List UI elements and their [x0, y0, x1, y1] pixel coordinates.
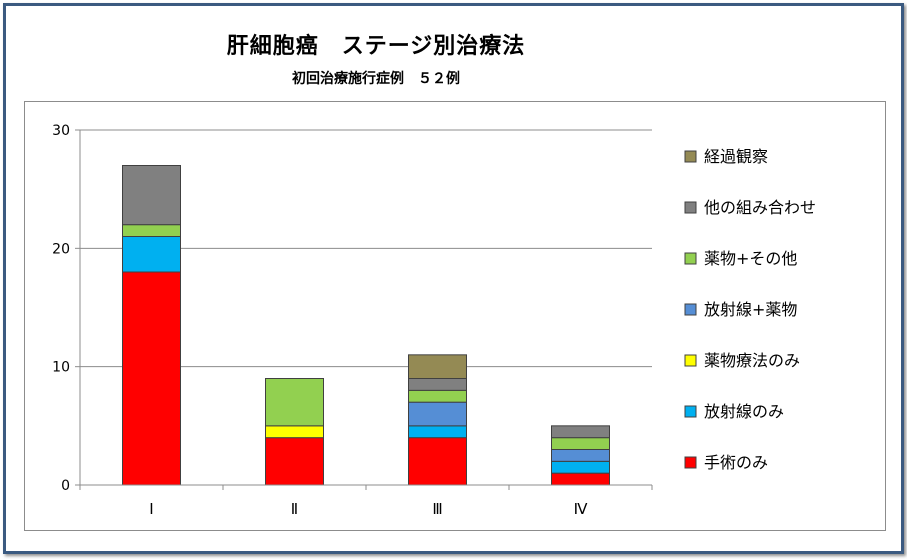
chart-subtitle: 初回治療施行症例 ５２例 [292, 71, 460, 87]
bar-segment [265, 437, 324, 486]
y-tick-label: 20 [52, 241, 70, 257]
bar-segment [408, 425, 467, 439]
legend-swatch [684, 354, 697, 367]
legend-swatch [684, 303, 697, 316]
bar-segment [265, 378, 324, 427]
legend-swatch [684, 150, 697, 163]
bar-segment [408, 378, 467, 391]
bar-segment [551, 437, 610, 450]
x-tick-label: Ⅱ [291, 500, 298, 518]
chart-frame: 肝細胞癌 ステージ別治療法 初回治療施行症例 ５２例 0 10 20 30 Ⅰ Ⅱ Ⅲ Ⅳ 経… [3, 3, 904, 554]
legend-swatch [684, 201, 697, 214]
axes: 0 10 20 30 Ⅰ Ⅱ Ⅲ Ⅳ [52, 123, 653, 518]
bar-segment [122, 224, 181, 237]
bar-segment [408, 389, 467, 403]
legend-swatch [684, 405, 697, 418]
legend-label: 放射線のみ [704, 402, 784, 421]
legend-label: 手術のみ [704, 453, 768, 472]
bar-segment [122, 165, 181, 226]
x-tick-label: Ⅳ [574, 500, 588, 518]
bar-segment [122, 236, 181, 273]
y-tick-label: 10 [52, 360, 70, 376]
legend-label: 薬物療法のみ [704, 351, 800, 370]
legend-swatch [684, 456, 697, 469]
legend-label: 放射線+薬物 [704, 300, 797, 319]
x-tick-label: Ⅰ [149, 500, 153, 518]
bar-segment [408, 401, 467, 427]
bar-segment [551, 449, 610, 462]
bar-segment [551, 425, 610, 439]
y-tick-label: 30 [52, 123, 70, 139]
x-tick-label: Ⅲ [432, 500, 442, 518]
legend-label: 他の組み合わせ [704, 198, 816, 217]
stacked-bar-chart: 0 10 20 30 Ⅰ Ⅱ Ⅲ Ⅳ 経過観察他の組み合わせ薬物+その他放射線+薬物薬物療法の… [52, 123, 816, 518]
bar-segment [408, 354, 467, 379]
bar-segment [408, 437, 467, 486]
bar-segment [551, 460, 610, 474]
bar-segment [551, 472, 610, 486]
bars [122, 165, 610, 486]
legend-label: 薬物+その他 [704, 249, 797, 268]
bar-segment [265, 425, 324, 439]
chart-title: 肝細胞癌 ステージ別治療法 [226, 34, 526, 59]
bar-segment [122, 271, 181, 486]
legend-swatch [684, 252, 697, 265]
legend-label: 経過観察 [704, 147, 768, 166]
plot-area: 0 10 20 30 Ⅰ Ⅱ Ⅲ Ⅳ 経過観察他の組み合わせ 薬物+その他 放射線+薬物 薬物療法の… [24, 101, 886, 531]
y-tick-label: 0 [61, 478, 70, 494]
